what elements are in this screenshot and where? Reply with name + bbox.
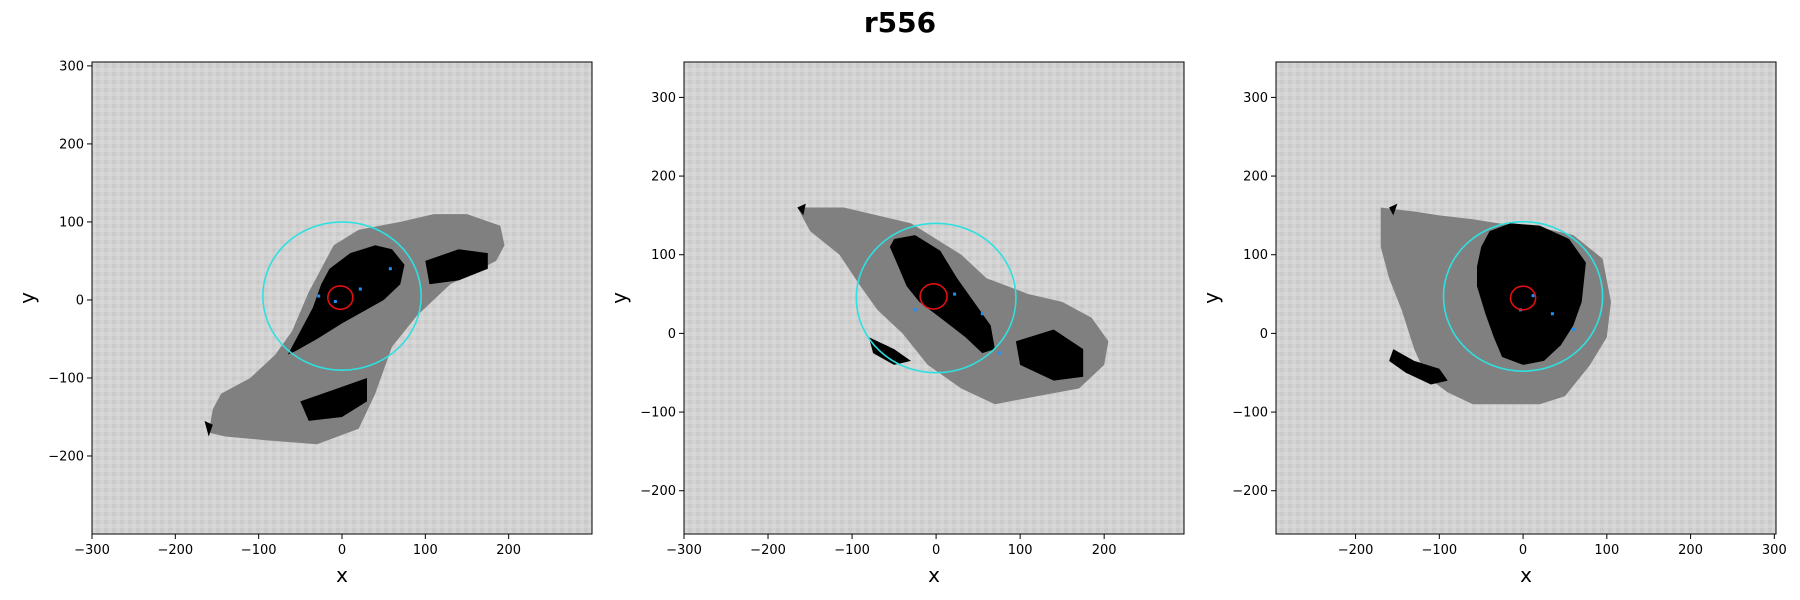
y-tick-label: −200 [48, 449, 84, 464]
x-axis-label: x [1520, 563, 1532, 587]
x-tick-label: 300 [1762, 543, 1787, 558]
mask-fragment-black [204, 420, 213, 437]
x-tick-label: −200 [157, 543, 193, 558]
y-tick-label: 100 [59, 215, 84, 230]
x-tick-label: 200 [1092, 543, 1117, 558]
data-point [358, 287, 362, 291]
y-tick-label: 300 [59, 59, 84, 74]
x-tick-label: −300 [74, 543, 110, 558]
y-tick-label: 300 [651, 91, 676, 106]
y-tick-label: −100 [48, 371, 84, 386]
data-point [953, 292, 957, 296]
mask-region-black [287, 245, 405, 355]
mask-fragment-black [1389, 203, 1398, 216]
x-tick-label: 0 [338, 543, 346, 558]
plot-area [1380, 203, 1611, 405]
x-tick-label: 100 [413, 543, 438, 558]
axes-frame [1275, 61, 1777, 535]
x-tick-label: 0 [932, 543, 940, 558]
x-tick-label: 0 [1519, 543, 1527, 558]
x-tick-label: 100 [1008, 543, 1033, 558]
y-axis-label: y [607, 292, 631, 304]
data-point [913, 308, 917, 312]
y-tick-label: 200 [651, 170, 676, 185]
y-tick-label: −200 [640, 484, 676, 499]
x-tick-label: −300 [666, 543, 702, 558]
data-point [333, 300, 337, 304]
red-circle [919, 283, 948, 310]
x-tick-label: −100 [241, 543, 277, 558]
y-tick-label: 300 [1243, 91, 1268, 106]
x-tick-label: −100 [834, 543, 870, 558]
mask-fragment-black [1015, 329, 1084, 381]
y-axis-label: y [1199, 292, 1223, 304]
y-tick-label: −100 [640, 406, 676, 421]
mask-region-black [889, 235, 995, 354]
data-point [997, 351, 1001, 355]
y-tick-label: 200 [59, 137, 84, 152]
data-point [1571, 327, 1575, 331]
y-tick-label: 100 [651, 248, 676, 263]
plot-area [204, 214, 505, 445]
x-tick-label: −200 [750, 543, 786, 558]
cyan-circle [1442, 220, 1604, 372]
x-axis-label: x [336, 563, 348, 587]
mask-fragment-black [425, 249, 488, 285]
mask-fragment-black [300, 378, 367, 421]
cyan-circle [855, 222, 1017, 374]
mask-region-black [1477, 223, 1586, 365]
x-tick-label: −100 [1421, 543, 1457, 558]
x-tick-label: 200 [496, 543, 521, 558]
y-tick-label: 0 [76, 293, 84, 308]
figure-title: r556 [863, 6, 937, 39]
y-tick-label: 200 [1243, 170, 1268, 185]
data-point [980, 312, 984, 316]
cyan-circle [262, 221, 422, 371]
y-axis-label: y [15, 292, 39, 304]
axes-frame [683, 61, 1185, 535]
x-tick-label: 100 [1594, 543, 1619, 558]
y-tick-label: 0 [1260, 327, 1268, 342]
plot-area [797, 203, 1109, 405]
x-tick-label: −200 [1338, 543, 1374, 558]
y-tick-label: 100 [1243, 248, 1268, 263]
x-axis-label: x [928, 563, 940, 587]
data-point [317, 294, 321, 298]
y-tick-label: 0 [668, 327, 676, 342]
mask-fragment-black [797, 203, 806, 216]
mask-fragment-black [1389, 349, 1448, 385]
mask-fragment-black [868, 337, 911, 365]
red-circle [327, 285, 354, 311]
data-point [1550, 312, 1554, 316]
y-tick-label: −100 [1232, 406, 1268, 421]
data-point [1531, 294, 1535, 298]
x-tick-label: 200 [1678, 543, 1703, 558]
y-tick-label: −200 [1232, 484, 1268, 499]
data-point [388, 267, 392, 271]
red-circle [1509, 285, 1537, 311]
